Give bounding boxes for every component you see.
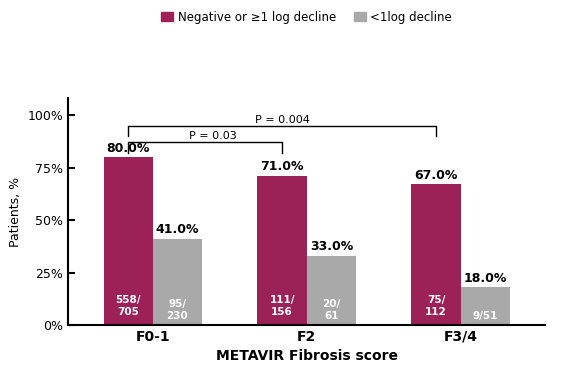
Text: 80.0%: 80.0%	[106, 141, 150, 155]
Bar	[257, 176, 307, 325]
Bar	[153, 239, 202, 325]
Text: 18.0%: 18.0%	[463, 272, 507, 285]
Text: 9/51: 9/51	[473, 311, 498, 321]
Y-axis label: Patients, %: Patients, %	[9, 177, 22, 247]
Text: 67.0%: 67.0%	[414, 169, 458, 182]
Bar	[461, 287, 510, 325]
Text: P = 0.03: P = 0.03	[189, 131, 237, 141]
Bar	[411, 184, 461, 325]
Bar	[307, 256, 356, 325]
Text: P = 0.004: P = 0.004	[254, 115, 310, 124]
X-axis label: METAVIR Fibrosis score: METAVIR Fibrosis score	[216, 350, 398, 364]
Text: 71.0%: 71.0%	[260, 160, 304, 174]
Text: 33.0%: 33.0%	[310, 240, 353, 253]
Legend: Negative or ≥1 log decline, <1log decline: Negative or ≥1 log decline, <1log declin…	[157, 6, 457, 28]
Text: 41.0%: 41.0%	[156, 223, 199, 237]
Text: 558/
705: 558/ 705	[115, 295, 141, 317]
Bar	[103, 157, 153, 325]
Text: 75/
112: 75/ 112	[425, 295, 447, 317]
Text: 20/
61: 20/ 61	[322, 299, 340, 321]
Text: 95/
230: 95/ 230	[166, 299, 189, 321]
Text: 111/
156: 111/ 156	[269, 295, 295, 317]
